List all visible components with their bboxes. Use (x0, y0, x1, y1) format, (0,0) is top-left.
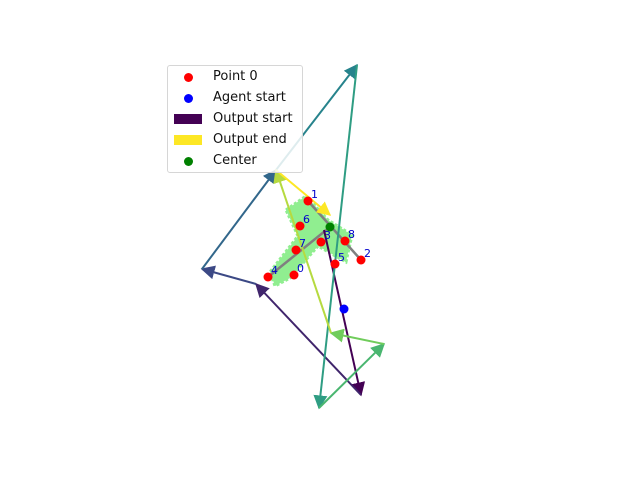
legend-entry-center: Center (168, 151, 304, 172)
legend-marker-output-end (174, 135, 202, 145)
point-1 (303, 196, 313, 206)
path-segment-9 (275, 169, 332, 216)
legend-entry-output-start: Output start (168, 109, 304, 130)
point-label-4: 4 (271, 264, 278, 277)
point-label-5: 5 (338, 251, 345, 264)
point-label-0: 0 (297, 262, 304, 275)
legend: Point 0 Agent start Output start Output … (167, 65, 303, 173)
path-segment-8 (273, 168, 332, 334)
point-label-2: 2 (364, 247, 371, 260)
point-6 (295, 221, 305, 231)
legend-entry-output-end: Output end (168, 130, 304, 151)
legend-marker-point-0 (184, 73, 193, 82)
point-label-6: 6 (303, 213, 310, 226)
path-segment-5 (313, 64, 358, 410)
path-segment-2 (200, 265, 257, 285)
legend-label-output-end: Output end (213, 132, 287, 147)
legend-label-center: Center (213, 153, 257, 168)
point-label-7: 7 (299, 237, 306, 250)
legend-label-agent-start: Agent start (213, 90, 286, 105)
path-segment-6 (318, 343, 385, 409)
point-4 (263, 272, 273, 282)
point-0 (289, 270, 299, 280)
output-path-layer (200, 63, 385, 410)
agent-start-marker (339, 304, 349, 314)
legend-marker-output-start (174, 114, 202, 124)
point-2 (356, 255, 366, 265)
path-segment-7 (329, 328, 385, 345)
legend-marker-agent-start (184, 94, 193, 103)
legend-label-output-start: Output start (213, 111, 293, 126)
path-segment-1 (255, 282, 362, 396)
legend-entry-agent-start: Agent start (168, 88, 304, 109)
point-label-8: 8 (348, 228, 355, 241)
legend-label-point-0: Point 0 (213, 69, 258, 84)
point-label-layer: 0 1 2 3 4 5 6 7 8 (271, 188, 371, 277)
point-5 (330, 259, 340, 269)
legend-marker-center (184, 157, 193, 166)
point-label-1: 1 (311, 188, 318, 201)
point-3 (316, 237, 326, 247)
point-label-3: 3 (324, 229, 331, 242)
center-marker (325, 222, 335, 232)
point-7 (291, 245, 301, 255)
legend-entry-point-0: Point 0 (168, 67, 304, 88)
point-layer (263, 196, 366, 314)
point-8 (340, 236, 350, 246)
path-segment-3 (201, 168, 277, 270)
